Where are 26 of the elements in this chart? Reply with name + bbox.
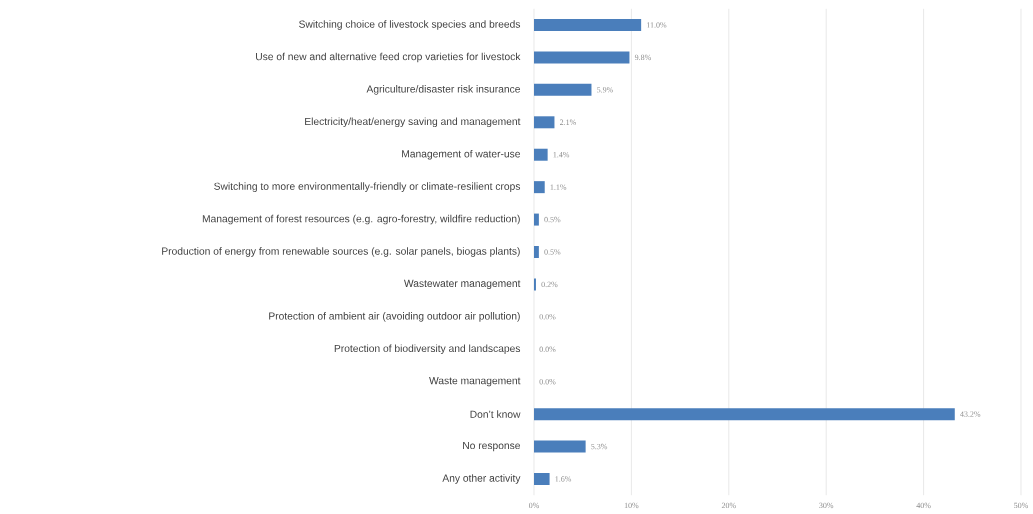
y-tick-label: Protection of ambient air (avoiding outdoor air pollution) xyxy=(269,312,520,322)
y-tick-label: Use of new and alternative feed crop varieties for livestock xyxy=(256,52,521,63)
bar xyxy=(534,116,555,129)
bar xyxy=(534,408,955,421)
y-tick-label: Switching to more environmentally-friendly or climate-resilient crops xyxy=(214,182,521,192)
bar xyxy=(534,19,642,32)
bar xyxy=(534,440,586,453)
bar xyxy=(534,246,539,258)
y-tick-label: Don’t know xyxy=(470,410,521,418)
y-tick-label: Protection of biodiversity and landscapes xyxy=(334,344,521,355)
y-tick-label: Management of water-use xyxy=(402,149,520,160)
y-tick-label: Management of forest resources (e.g. agro-forestry, wildfire reduction) xyxy=(202,214,520,225)
bar xyxy=(534,181,545,194)
bar xyxy=(534,148,548,161)
y-tick-label: Electricity/heat/energy saving and management xyxy=(305,117,521,128)
y-tick-label: No response xyxy=(463,441,521,452)
bar xyxy=(534,213,539,226)
bar xyxy=(534,83,592,96)
y-tick-label: Any other activity xyxy=(442,474,521,484)
bar xyxy=(534,51,630,64)
bar xyxy=(534,472,550,485)
y-tick-label: Agriculture/disaster risk insurance xyxy=(366,85,520,95)
y-tick-label: Waste management xyxy=(429,377,521,387)
y-tick-label: Switching choice of livestock species and breeds xyxy=(299,20,521,30)
y-tick-label: Production of energy from renewable sources (e.g. solar panels, biogas plants) xyxy=(162,247,520,257)
y-tick-label: Wastewater management xyxy=(403,279,521,290)
